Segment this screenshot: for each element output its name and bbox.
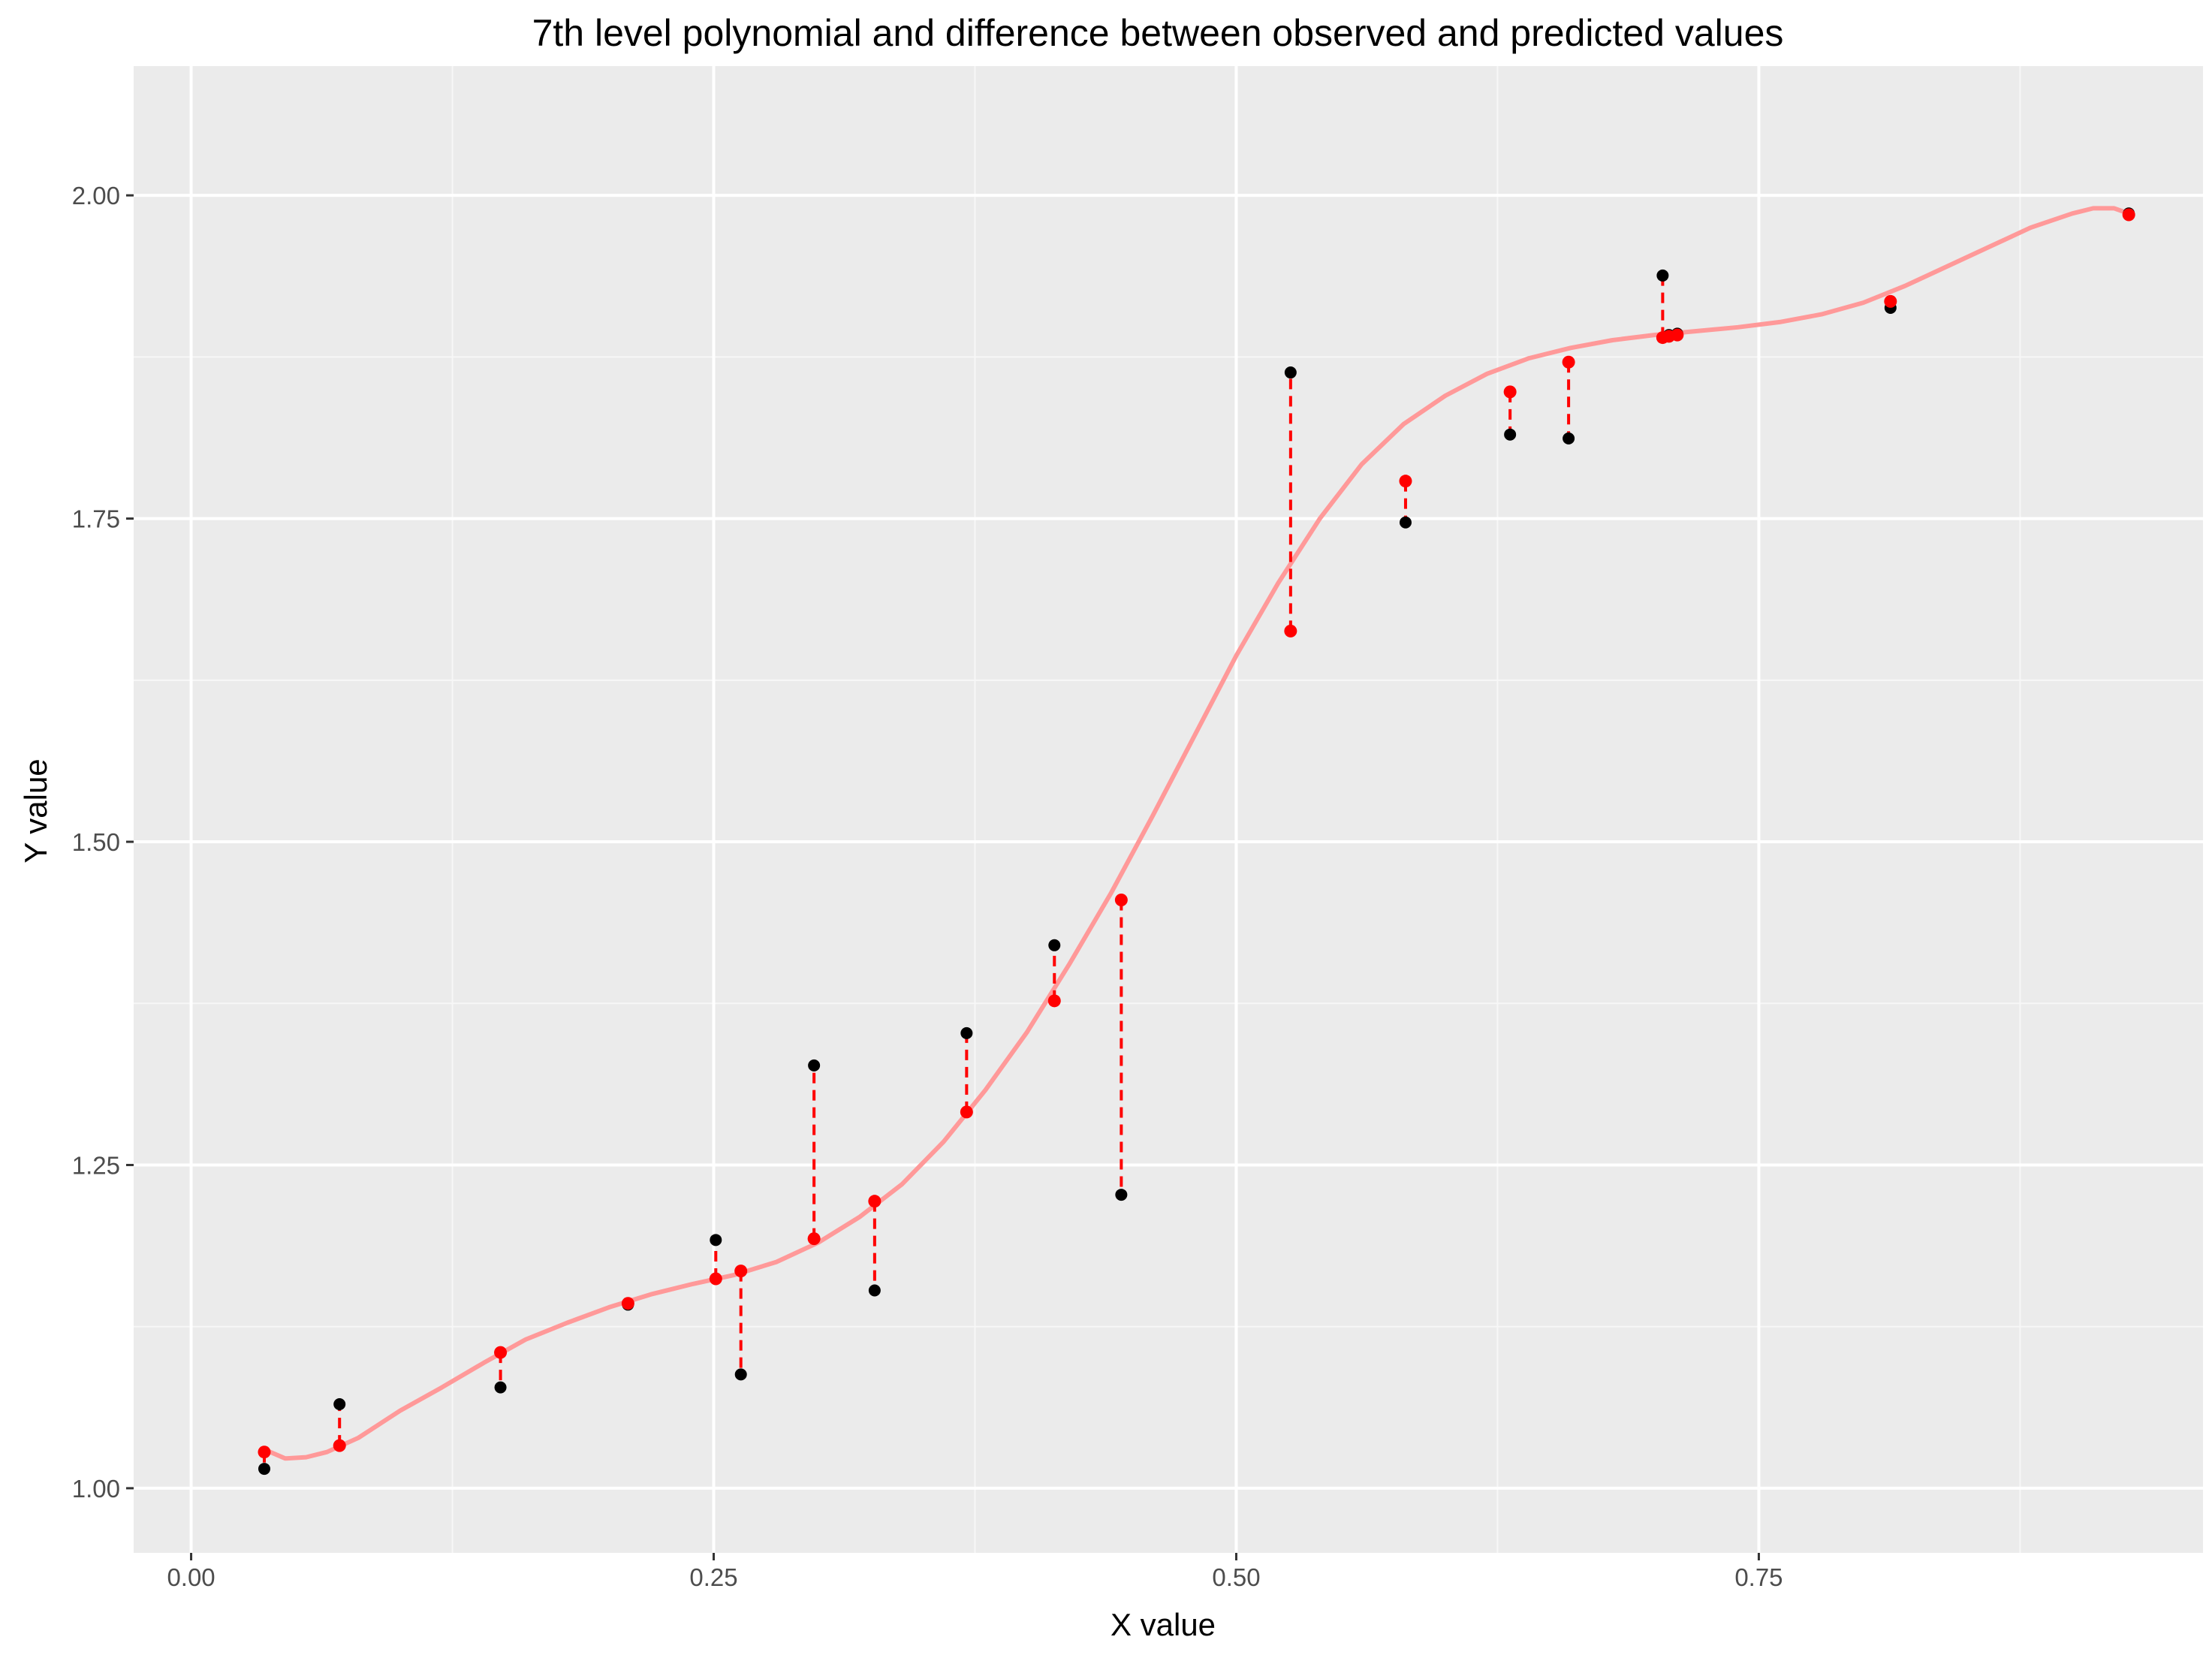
predicted-point xyxy=(1114,894,1128,907)
x-tick-label: 0.75 xyxy=(1734,1563,1783,1591)
y-axis-title: Y value xyxy=(18,758,53,863)
observed-point xyxy=(808,1059,821,1072)
fitted-curve-layer xyxy=(262,206,2132,1461)
y-tick-label: 1.50 xyxy=(72,828,120,856)
predicted-point xyxy=(621,1297,634,1310)
predicted-point xyxy=(1284,624,1297,638)
observed-point xyxy=(1284,366,1297,379)
predicted-point xyxy=(2122,208,2135,222)
plot-panel xyxy=(134,66,2203,1553)
predicted-point xyxy=(1671,328,1684,342)
predicted-point xyxy=(1399,475,1412,488)
predicted-points-layer xyxy=(258,208,2135,1459)
observed-point xyxy=(710,1234,722,1247)
observed-point xyxy=(1504,428,1517,441)
y-tick-label: 1.25 xyxy=(72,1151,120,1179)
x-tick-label: 0.00 xyxy=(167,1563,215,1591)
x-axis-title: X value xyxy=(1111,1607,1216,1642)
y-tick-label: 1.75 xyxy=(72,505,120,533)
predicted-point xyxy=(709,1272,722,1286)
observed-point xyxy=(960,1026,973,1039)
y-tick-label: 1.00 xyxy=(72,1475,120,1503)
predicted-point xyxy=(960,1105,973,1119)
chart-title: 7th level polynomial and difference betw… xyxy=(532,12,1784,54)
residual-segment-layer xyxy=(262,213,2131,1470)
observed-point xyxy=(1115,1189,1128,1201)
predicted-point xyxy=(258,1445,271,1459)
observed-point xyxy=(734,1368,747,1381)
observed-point xyxy=(1656,269,1669,282)
x-tick-label: 0.25 xyxy=(689,1563,737,1591)
predicted-point xyxy=(1562,355,1575,369)
axis-layer: 0.00 0.25 0.50 0.75 1.00 1.25 1.50 1.75 2.00 xyxy=(72,182,1783,1591)
grid-layer xyxy=(134,66,2203,1553)
observed-point xyxy=(258,1463,270,1476)
observed-point xyxy=(1048,939,1061,951)
predicted-point xyxy=(1047,994,1061,1008)
observed-point xyxy=(1399,516,1412,529)
x-tick-label: 0.50 xyxy=(1212,1563,1260,1591)
predicted-point xyxy=(1503,385,1517,399)
predicted-point xyxy=(807,1232,821,1246)
y-tick-label: 2.00 xyxy=(72,182,120,210)
predicted-point xyxy=(734,1265,748,1278)
fitted-curve-line xyxy=(262,206,2132,1461)
predicted-point xyxy=(1884,294,1897,308)
observed-point xyxy=(868,1284,881,1297)
predicted-point xyxy=(333,1439,346,1452)
observed-point xyxy=(494,1381,507,1394)
predicted-point xyxy=(494,1346,508,1359)
predicted-point xyxy=(868,1195,881,1208)
observed-point xyxy=(333,1398,346,1410)
observed-point xyxy=(1563,432,1575,445)
